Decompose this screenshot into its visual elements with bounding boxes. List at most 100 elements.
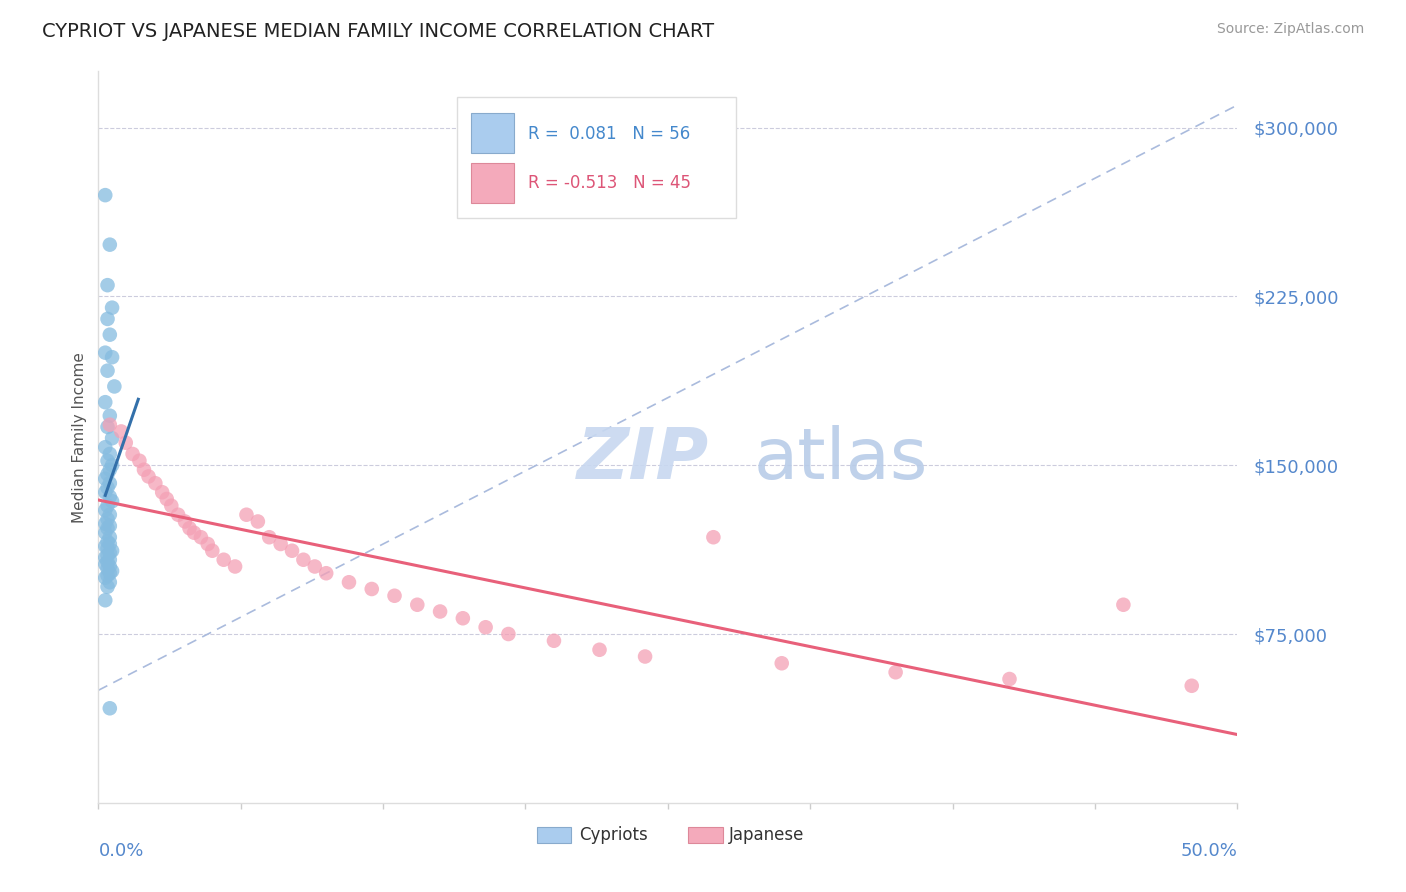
- Point: [132, 463, 155, 477]
- FancyBboxPatch shape: [457, 97, 737, 218]
- Text: R =  0.081   N = 56: R = 0.081 N = 56: [527, 125, 690, 143]
- Point: [474, 620, 496, 634]
- Point: [101, 494, 124, 508]
- Point: [94, 516, 117, 531]
- Point: [96, 278, 118, 293]
- Point: [174, 515, 197, 529]
- Point: [98, 476, 121, 491]
- Point: [98, 463, 121, 477]
- Point: [101, 431, 124, 445]
- Point: [94, 558, 117, 572]
- Point: [212, 553, 235, 567]
- Point: [94, 525, 117, 540]
- Text: Source: ZipAtlas.com: Source: ZipAtlas.com: [1216, 22, 1364, 37]
- Point: [96, 467, 118, 482]
- Point: [304, 559, 326, 574]
- Point: [98, 701, 121, 715]
- Point: [384, 589, 406, 603]
- Bar: [471, 162, 515, 203]
- Point: [150, 485, 173, 500]
- Point: [98, 237, 121, 252]
- Point: [94, 345, 117, 359]
- Text: atlas: atlas: [754, 425, 928, 493]
- Point: [96, 534, 118, 549]
- Point: [360, 582, 382, 596]
- Point: [224, 559, 246, 574]
- Point: [98, 553, 121, 567]
- Point: [94, 440, 117, 454]
- Point: [98, 417, 121, 432]
- Point: [98, 546, 121, 560]
- Point: [98, 327, 121, 342]
- Y-axis label: Median Family Income: Median Family Income: [72, 351, 87, 523]
- Point: [96, 568, 118, 582]
- Bar: [689, 827, 723, 843]
- Point: [98, 447, 121, 461]
- Point: [634, 649, 657, 664]
- Point: [96, 312, 118, 326]
- Point: [543, 633, 565, 648]
- Text: 50.0%: 50.0%: [1181, 842, 1237, 860]
- Point: [98, 409, 121, 423]
- Point: [94, 593, 117, 607]
- Point: [96, 499, 118, 513]
- Point: [98, 519, 121, 533]
- Point: [101, 564, 124, 578]
- Point: [1181, 679, 1204, 693]
- Point: [94, 503, 117, 517]
- Point: [160, 499, 183, 513]
- Point: [121, 447, 143, 461]
- Point: [179, 521, 201, 535]
- Point: [94, 485, 117, 500]
- Point: [94, 539, 117, 553]
- Point: [114, 435, 136, 450]
- Bar: [537, 827, 571, 843]
- Point: [281, 543, 304, 558]
- Point: [96, 541, 118, 556]
- Text: R = -0.513   N = 45: R = -0.513 N = 45: [527, 174, 690, 193]
- Point: [588, 642, 610, 657]
- Point: [235, 508, 257, 522]
- Point: [429, 605, 451, 619]
- Point: [96, 580, 118, 594]
- Point: [770, 657, 793, 671]
- Point: [101, 543, 124, 558]
- Point: [98, 530, 121, 544]
- Point: [94, 188, 117, 202]
- Point: [270, 537, 292, 551]
- Point: [337, 575, 360, 590]
- Point: [884, 665, 907, 680]
- Point: [702, 530, 724, 544]
- Point: [98, 575, 121, 590]
- Point: [94, 571, 117, 585]
- Point: [315, 566, 337, 581]
- Bar: [471, 113, 515, 153]
- Point: [190, 530, 212, 544]
- Text: ZIP: ZIP: [576, 425, 709, 493]
- Point: [101, 301, 124, 315]
- Point: [259, 530, 281, 544]
- Point: [96, 512, 118, 526]
- Point: [98, 490, 121, 504]
- Point: [292, 553, 315, 567]
- Point: [451, 611, 474, 625]
- Point: [183, 525, 205, 540]
- Point: [98, 508, 121, 522]
- Point: [167, 508, 190, 522]
- Point: [201, 543, 224, 558]
- Point: [156, 491, 179, 506]
- Point: [94, 395, 117, 409]
- Point: [94, 472, 117, 486]
- Point: [94, 550, 117, 565]
- Point: [998, 672, 1021, 686]
- Point: [110, 425, 132, 439]
- Point: [246, 515, 269, 529]
- Text: Cypriots: Cypriots: [579, 826, 648, 844]
- Point: [96, 562, 118, 576]
- Point: [406, 598, 429, 612]
- Point: [101, 350, 124, 364]
- Point: [96, 453, 118, 467]
- Point: [96, 521, 118, 535]
- Point: [197, 537, 219, 551]
- Point: [138, 469, 160, 483]
